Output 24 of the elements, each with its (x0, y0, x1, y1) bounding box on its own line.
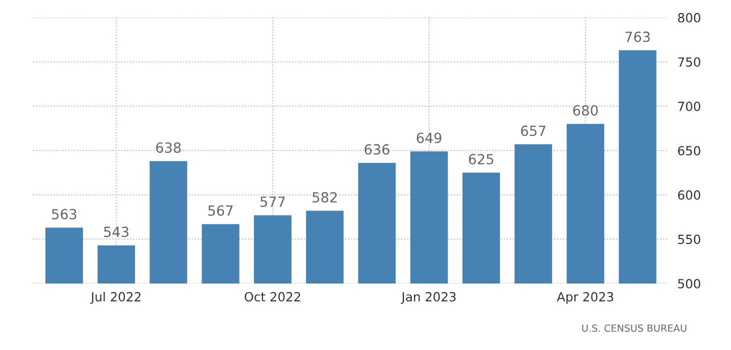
data-label: 763 (625, 32, 650, 42)
y-tick-label: 550 (678, 234, 700, 244)
y-tick-label: 800 (678, 12, 700, 22)
x-tick-label: Apr 2023 (556, 292, 614, 304)
y-tick-label: 600 (678, 190, 700, 200)
data-label: 625 (468, 154, 494, 164)
data-label: 577 (260, 196, 285, 207)
x-tick-label: Jul 2022 (90, 292, 140, 304)
data-label: 567 (208, 205, 233, 216)
y-tick-label: 650 (678, 146, 700, 156)
data-label: 649 (416, 132, 442, 144)
data-label: 582 (312, 192, 337, 203)
x-tick-label: Jan 2023 (400, 292, 456, 304)
data-label: 638 (156, 142, 181, 153)
text: U.S. CENSUS BUREAU (582, 324, 686, 332)
y-tick-label: 700 (678, 102, 700, 112)
data-label: 563 (52, 208, 76, 220)
y-tick-label: 500 (678, 278, 700, 288)
data-label: 657 (521, 126, 546, 136)
data-label: 543 (104, 226, 128, 238)
data-label: 636 (364, 144, 390, 155)
x-tick-label: Oct 2022 (244, 292, 300, 302)
data-label: 680 (573, 105, 598, 116)
y-tick-label: 750 (678, 57, 700, 67)
